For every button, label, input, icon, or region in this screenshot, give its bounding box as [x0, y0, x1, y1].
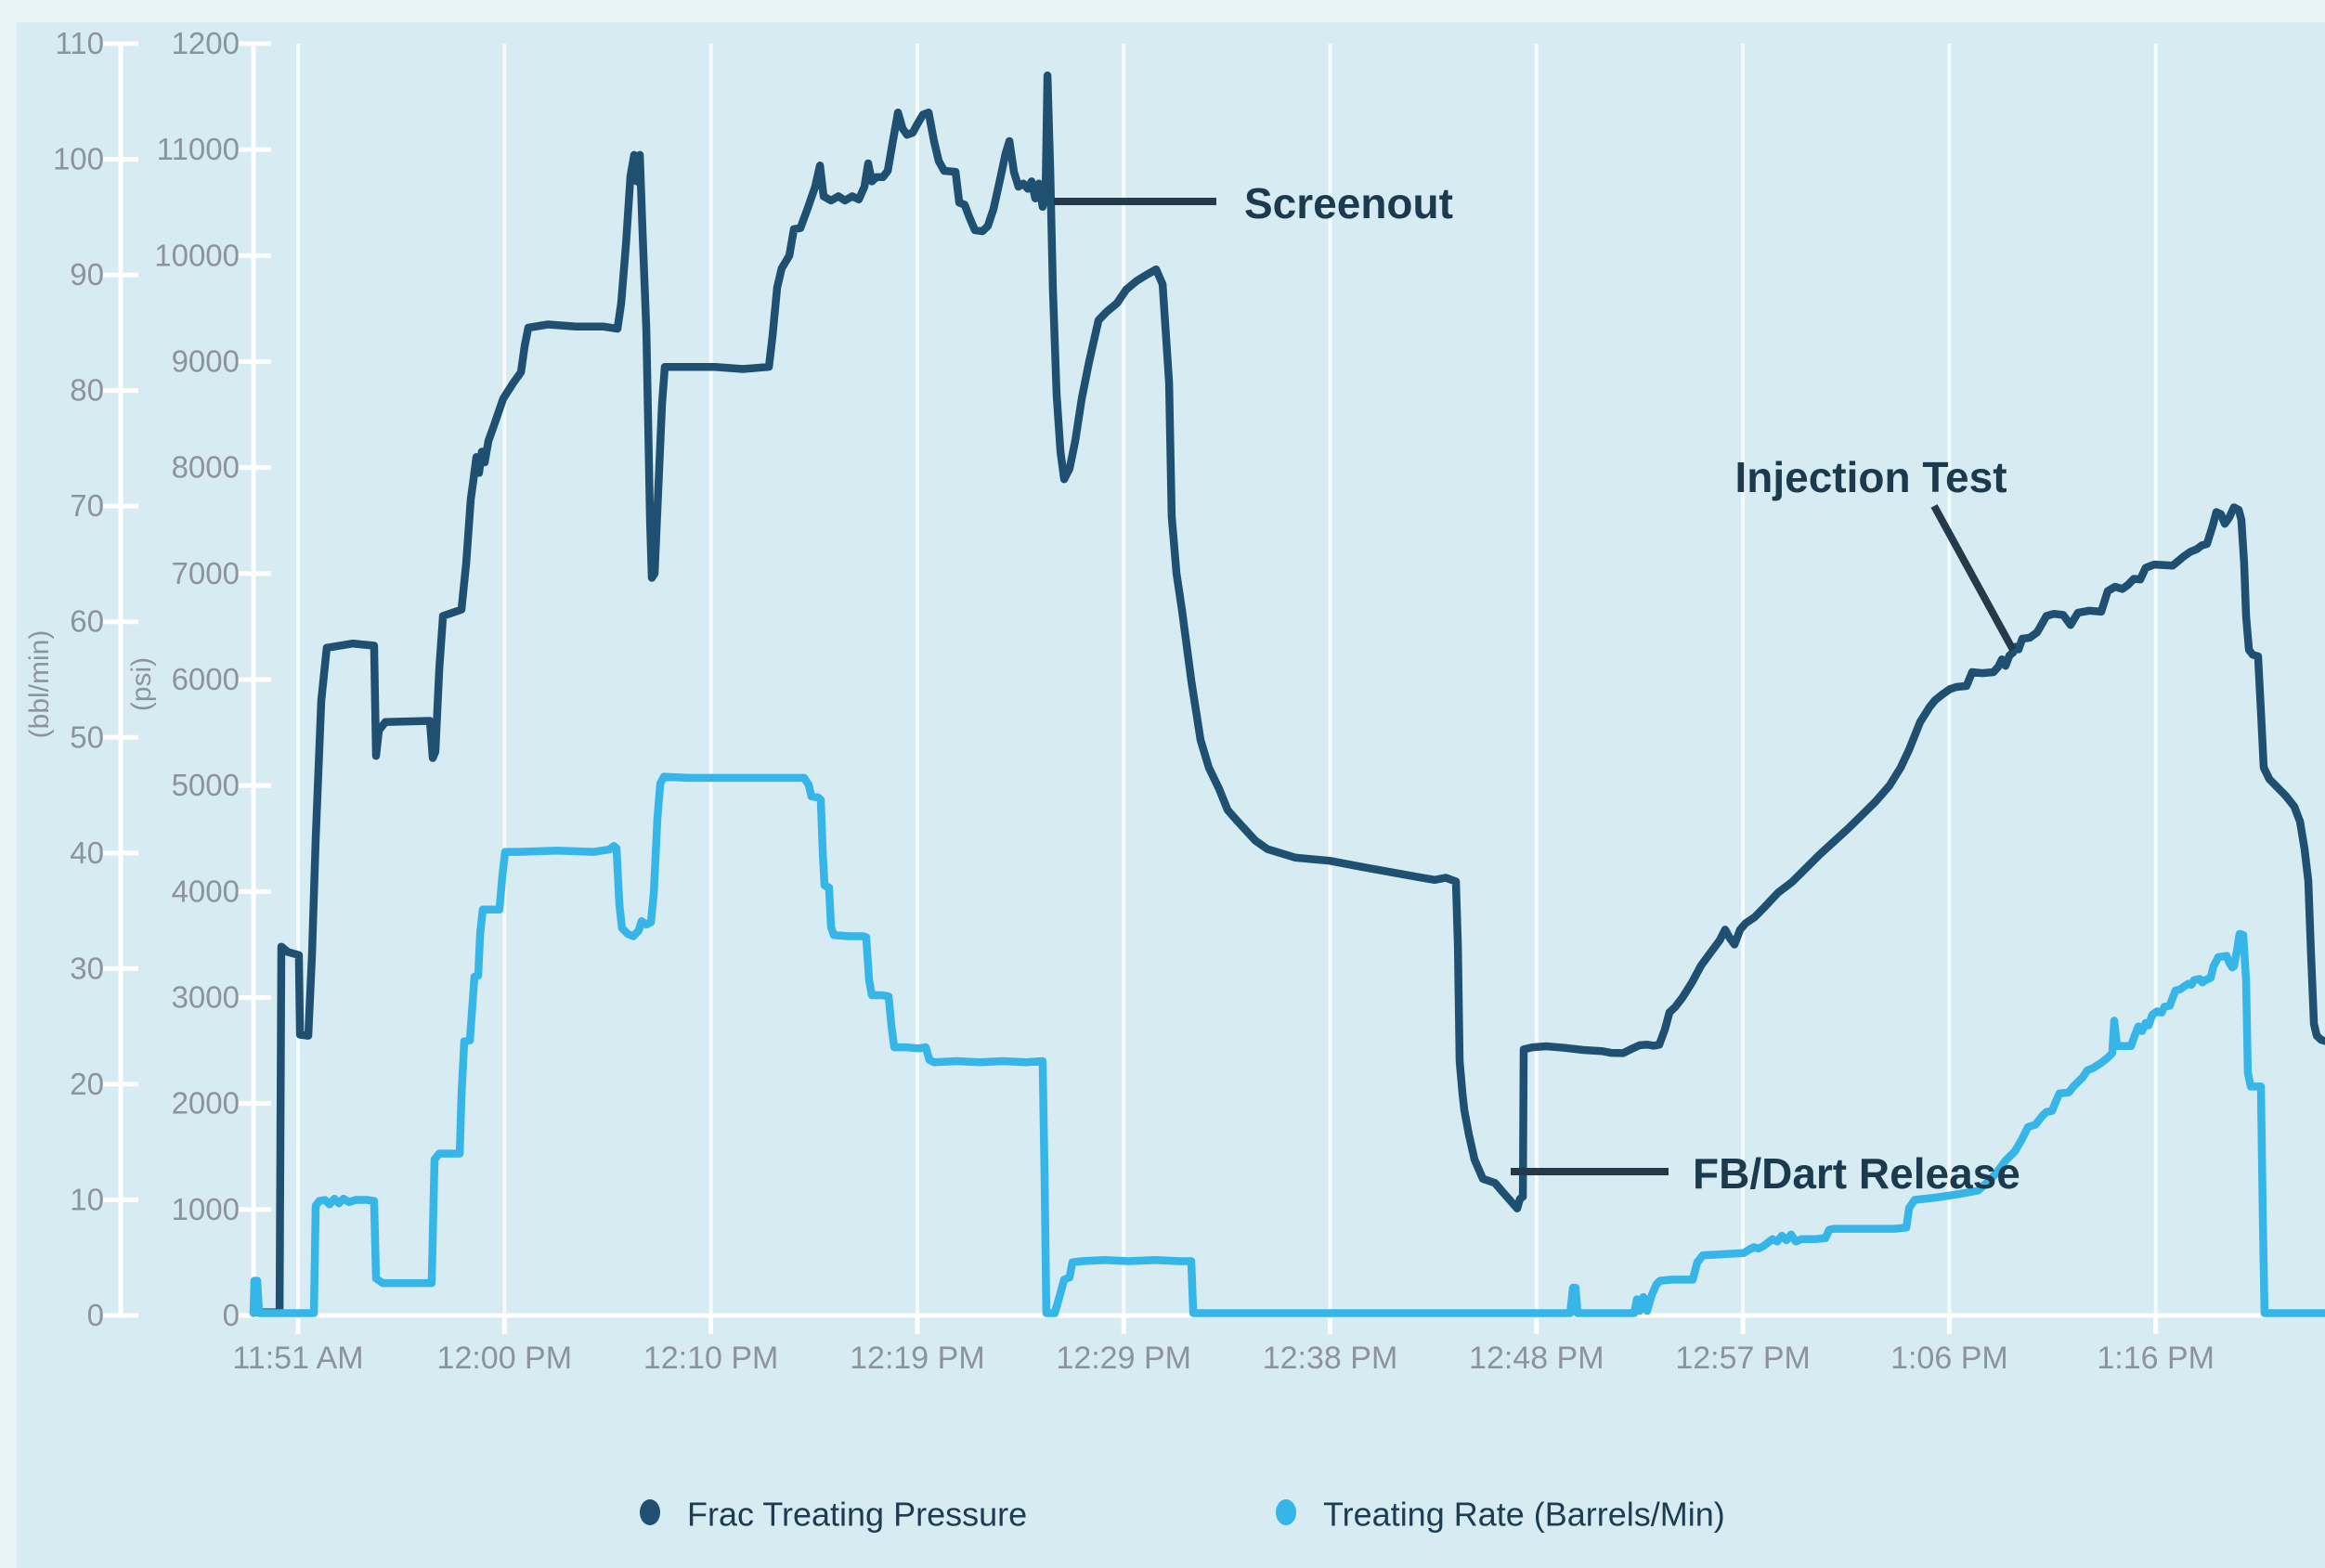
series-line-frac-treating-pressure: [249, 71, 2325, 1316]
legend-rate-swatch: [1276, 1499, 1296, 1525]
legend-pressure-label: Frac Treating Pressure: [687, 1496, 1027, 1534]
time-tick-label-2: 12:10 PM: [643, 1341, 779, 1376]
time-tick-label-0: 11:51 AM: [232, 1341, 363, 1376]
pressure-ticks-label-1: 11000: [157, 132, 240, 166]
injection-test-leader-line: [1930, 504, 2017, 652]
rate-ticks-label-2: 90: [70, 257, 104, 292]
time-tick-label-5: 12:38 PM: [1263, 1341, 1398, 1376]
pressure-axis-unit-label: (psi): [126, 657, 157, 711]
rate-ticks-label-9: 20: [70, 1067, 104, 1101]
legend-rate-label: Treating Rate (Barrels/Min): [1323, 1496, 1725, 1534]
time-tick-label-3: 12:19 PM: [850, 1341, 985, 1376]
rate-ticks-label-1: 100: [53, 142, 104, 176]
rate-ticks-label-10: 10: [70, 1182, 104, 1216]
fb-dart-release-label: FB/Dart Release: [1693, 1149, 2020, 1198]
chart-legend: Frac Treating Pressure Treating Rate (Ba…: [640, 1496, 1725, 1534]
pressure-ticks-label-8: 4000: [172, 874, 240, 908]
time-gridlines: [296, 44, 2158, 1315]
pressure-ticks-label-10: 2000: [172, 1086, 240, 1121]
annotation-fb-dart-release: FB/Dart Release: [1511, 1149, 2020, 1198]
time-tick-label-8: 1:06 PM: [1890, 1341, 2008, 1376]
pressure-ticks-label-11: 1000: [172, 1192, 240, 1226]
pressure-ticks-label-5: 7000: [172, 556, 240, 590]
pressure-ticks-label-3: 9000: [172, 344, 240, 379]
data-series: [249, 71, 2325, 1317]
annotation-injection-test: Injection Test: [1734, 453, 2017, 652]
rate-ticks-label-7: 40: [70, 836, 104, 870]
chart-panel-background: [17, 22, 2325, 1568]
rate-axis-unit-label: (bbl/min): [24, 630, 55, 739]
pressure-ticks-label-0: 1200: [172, 26, 240, 60]
pressure-ticks-label-9: 3000: [172, 980, 240, 1015]
time-tick-label-6: 12:48 PM: [1469, 1341, 1604, 1376]
rate-ticks-label-5: 60: [70, 604, 104, 639]
annotation-screenout: Screenout: [1054, 179, 1453, 227]
legend-pressure-swatch: [640, 1499, 660, 1525]
time-axis-ticks: 11:51 AM 12:00 PM 12:10 PM 12:19 PM 12:29 PM…: [232, 1315, 2215, 1376]
rate-ticks-label-6: 50: [70, 719, 104, 754]
pressure-ticks-label-2: 10000: [154, 238, 240, 272]
pressure-ticks-label-6: 6000: [172, 662, 240, 696]
rate-ticks-label-3: 80: [70, 373, 104, 408]
injection-test-label: Injection Test: [1734, 453, 2007, 501]
rate-ticks-label-11: 0: [87, 1298, 104, 1332]
pressure-ticks-label-7: 5000: [172, 768, 240, 802]
pressure-ticks-label-4: 8000: [172, 450, 240, 485]
pressure-ticks-label-12: 0: [223, 1298, 240, 1332]
pressure-axis-ticks: 1200110001000090008000700060005000400030…: [154, 26, 271, 1332]
series-line-treating-rate-barrels-min-: [249, 772, 2325, 1317]
time-tick-label-9: 1:16 PM: [2097, 1341, 2215, 1376]
time-tick-label-7: 12:57 PM: [1675, 1341, 1811, 1376]
rate-ticks-label-0: 110: [55, 26, 104, 60]
time-tick-label-1: 12:00 PM: [437, 1341, 573, 1376]
rate-ticks-label-4: 70: [70, 488, 104, 523]
time-tick-label-4: 12:29 PM: [1056, 1341, 1191, 1376]
rate-ticks-label-8: 30: [70, 951, 104, 985]
screenout-label: Screenout: [1244, 179, 1453, 227]
